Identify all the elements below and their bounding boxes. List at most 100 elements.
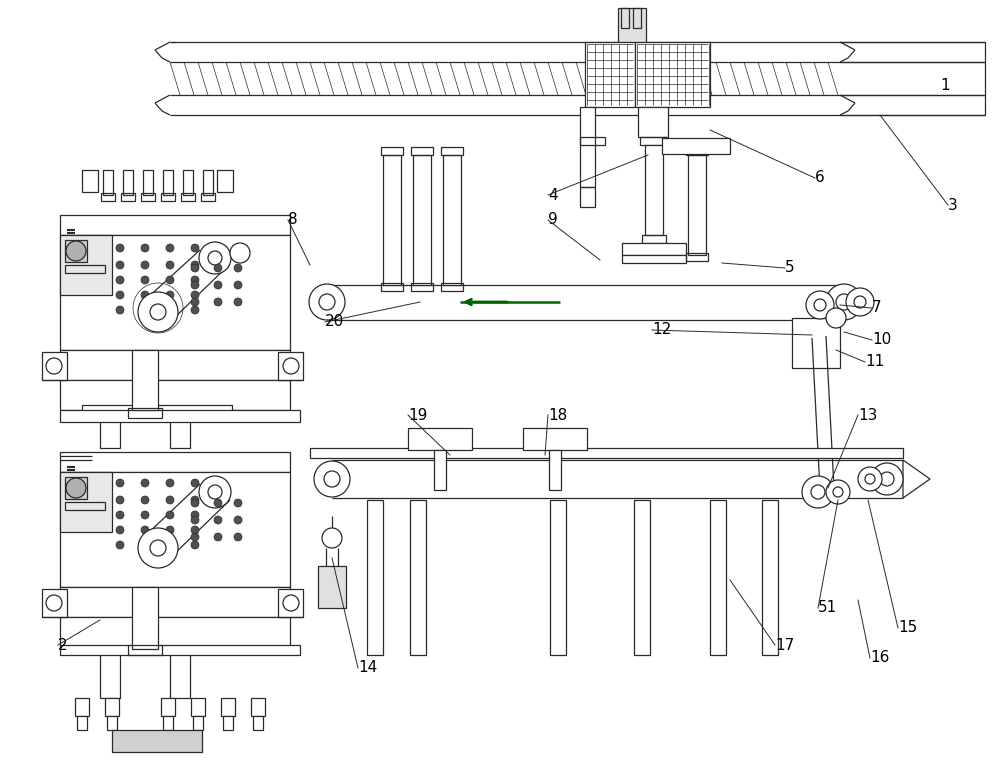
- Circle shape: [191, 541, 199, 549]
- Bar: [686, 147, 708, 155]
- Circle shape: [141, 306, 149, 314]
- Bar: [60, 472, 290, 587]
- Circle shape: [141, 479, 149, 487]
- Text: 5: 5: [785, 261, 795, 275]
- Circle shape: [116, 306, 124, 314]
- Circle shape: [871, 463, 903, 495]
- Bar: [640, 137, 666, 145]
- Bar: [60, 645, 300, 655]
- Bar: [100, 648, 120, 698]
- Circle shape: [141, 526, 149, 534]
- Text: 13: 13: [858, 407, 877, 423]
- Bar: [618, 8, 646, 46]
- Circle shape: [141, 261, 149, 269]
- Text: 4: 4: [548, 187, 558, 203]
- Circle shape: [191, 281, 199, 289]
- Circle shape: [116, 244, 124, 252]
- Bar: [251, 698, 265, 716]
- Circle shape: [116, 291, 124, 299]
- Bar: [686, 253, 708, 261]
- Circle shape: [191, 244, 199, 252]
- Bar: [223, 716, 233, 730]
- Bar: [633, 8, 641, 28]
- Bar: [411, 147, 433, 155]
- Circle shape: [322, 528, 342, 548]
- Text: 20: 20: [325, 314, 344, 329]
- Circle shape: [214, 516, 222, 524]
- Circle shape: [141, 291, 149, 299]
- Circle shape: [858, 467, 882, 491]
- Circle shape: [116, 479, 124, 487]
- Bar: [65, 502, 105, 510]
- Bar: [634, 500, 650, 655]
- Bar: [163, 716, 173, 730]
- Bar: [65, 265, 105, 273]
- Circle shape: [191, 306, 199, 314]
- Bar: [443, 155, 461, 285]
- Circle shape: [166, 479, 174, 487]
- Bar: [181, 193, 195, 201]
- Text: 12: 12: [652, 322, 671, 338]
- Circle shape: [234, 499, 242, 507]
- Circle shape: [166, 276, 174, 284]
- Bar: [60, 215, 290, 235]
- Circle shape: [191, 276, 199, 284]
- Text: 11: 11: [865, 354, 884, 370]
- Bar: [128, 645, 162, 655]
- Bar: [77, 716, 87, 730]
- Bar: [381, 283, 403, 291]
- Bar: [193, 716, 203, 730]
- Circle shape: [141, 276, 149, 284]
- Bar: [60, 472, 112, 532]
- Circle shape: [191, 496, 199, 504]
- Circle shape: [191, 298, 199, 306]
- Circle shape: [234, 264, 242, 272]
- Bar: [203, 170, 213, 195]
- Circle shape: [116, 496, 124, 504]
- Bar: [60, 235, 112, 295]
- Bar: [105, 698, 119, 716]
- Circle shape: [191, 264, 199, 272]
- Bar: [132, 350, 158, 410]
- Circle shape: [166, 261, 174, 269]
- Bar: [621, 8, 629, 28]
- Circle shape: [141, 511, 149, 519]
- Bar: [580, 137, 605, 145]
- Bar: [645, 145, 663, 235]
- Text: 8: 8: [288, 212, 298, 228]
- Text: 6: 6: [815, 171, 825, 186]
- Circle shape: [138, 292, 178, 332]
- Circle shape: [166, 496, 174, 504]
- Bar: [441, 283, 463, 291]
- Circle shape: [138, 528, 178, 568]
- Bar: [383, 155, 401, 285]
- Text: 3: 3: [948, 197, 958, 212]
- Circle shape: [116, 511, 124, 519]
- Bar: [123, 170, 133, 195]
- Circle shape: [141, 541, 149, 549]
- Bar: [688, 155, 706, 255]
- Bar: [191, 698, 205, 716]
- Bar: [278, 589, 303, 617]
- Circle shape: [141, 496, 149, 504]
- Circle shape: [166, 244, 174, 252]
- Circle shape: [309, 284, 345, 320]
- Circle shape: [199, 242, 231, 274]
- Bar: [710, 500, 726, 655]
- Bar: [411, 283, 433, 291]
- Text: 10: 10: [872, 332, 891, 348]
- Text: 16: 16: [870, 651, 889, 665]
- Circle shape: [66, 478, 86, 498]
- Bar: [201, 193, 215, 201]
- Bar: [141, 193, 155, 201]
- Bar: [580, 187, 595, 207]
- Bar: [367, 500, 383, 655]
- Circle shape: [191, 499, 199, 507]
- Bar: [580, 107, 595, 187]
- Circle shape: [199, 476, 231, 508]
- Bar: [60, 410, 300, 422]
- Bar: [161, 698, 175, 716]
- Text: 17: 17: [775, 637, 794, 653]
- Circle shape: [191, 511, 199, 519]
- Bar: [60, 452, 290, 472]
